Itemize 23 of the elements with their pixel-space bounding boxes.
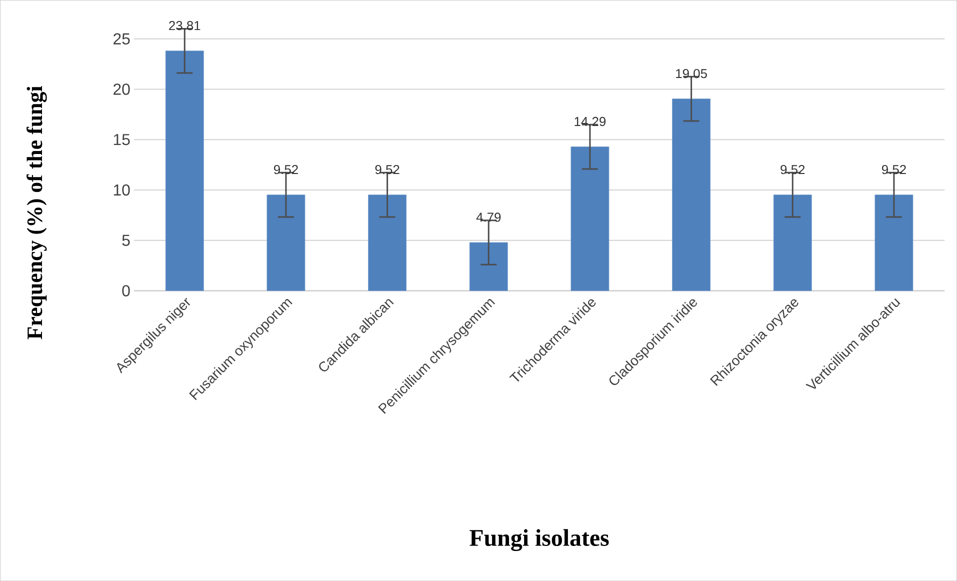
y-tick-label: 15 — [114, 134, 130, 146]
y-tick-label: 5 — [122, 234, 130, 246]
bar — [570, 146, 610, 291]
bar — [368, 194, 406, 291]
bar — [165, 50, 204, 291]
data-label: 14.29 — [574, 116, 606, 126]
y-tick-label: 10 — [114, 184, 130, 196]
bar — [672, 98, 710, 291]
bar — [266, 194, 306, 291]
y-tick-label: 0 — [122, 285, 130, 296]
y-tick-label: 20 — [114, 84, 130, 95]
data-label: 19.05 — [676, 68, 707, 78]
bar — [874, 194, 914, 291]
data-label: 9.52 — [882, 164, 906, 174]
y-tick-label: 25 — [114, 33, 130, 44]
bar — [773, 194, 812, 291]
data-label: 9.52 — [375, 164, 400, 174]
x-axis-title: Fungi isolates — [470, 529, 609, 551]
data-label: 23.81 — [169, 20, 200, 30]
y-axis-title: Frequency (%) of the fungi — [26, 86, 47, 340]
data-label: 9.52 — [274, 164, 298, 174]
bar — [469, 242, 508, 291]
data-label: 9.52 — [780, 164, 805, 174]
